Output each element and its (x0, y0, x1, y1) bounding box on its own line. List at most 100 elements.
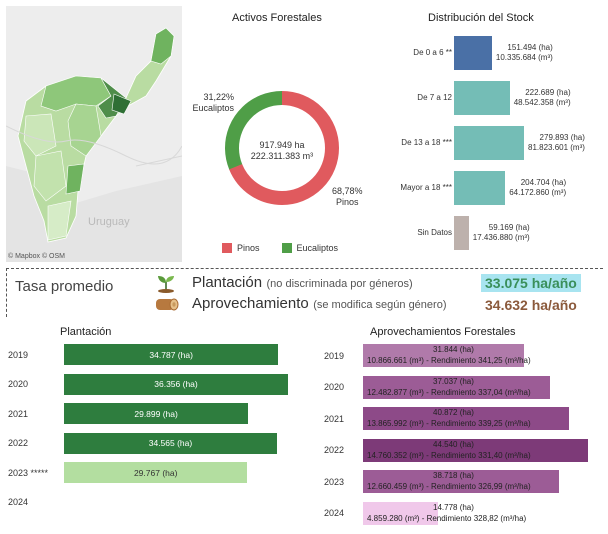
activos-title: Activos Forestales (232, 12, 322, 24)
aprov-bar-ha-label: 40.872 (ha) (433, 408, 474, 417)
plantacion-bar-label: 34.787 (ha) (149, 349, 193, 360)
aprov-bar[interactable] (363, 407, 570, 430)
aprov-bar-detail-label: 12.660.459 (m³) - Rendimiento 326,99 (m³… (367, 482, 531, 491)
aprov-bar-ha-label: 31.844 (ha) (433, 345, 474, 354)
stock-value-m3: 48.542.358 (m³) (513, 98, 571, 107)
aprov-bar-ha-label: 38.718 (ha) (433, 471, 474, 480)
stock-value-ha: 59.169 (ha) (488, 223, 530, 232)
plantacion-chart: 2019 34.787 (ha) 2020 36.356 (ha) 2021 29.899… (0, 344, 300, 526)
stock-value-ha: 222.689 (ha) (525, 88, 571, 97)
stock-value-m3: 10.335.684 (m³) (495, 53, 553, 62)
map-canvas (6, 6, 182, 262)
stock-value-label: 204.704 (ha) 64.172.860 (m³) (509, 178, 566, 198)
aprov-bar-ha-label: 44.540 (ha) (433, 439, 474, 449)
stock-bar[interactable] (454, 36, 492, 70)
tasa-plantacion-label: Plantación (192, 274, 263, 291)
stock-value-ha: 279.893 (ha) (539, 133, 585, 142)
aprov-bar-ha-label: 37.037 (ha) (433, 376, 474, 386)
aprov-bar-detail-label: 14.760.352 (m³) - Rendimiento 331,40 (m³… (367, 450, 531, 460)
aprov-bar-detail-label: 4.859.280 (m³) - Rendimiento 328,82 (m³/… (367, 513, 527, 523)
stock-category-label: De 7 a 12 (417, 93, 452, 102)
map-country-label: Uruguay (88, 216, 130, 228)
pinos-name: Pinos (336, 197, 359, 207)
plantacion-bar[interactable] (64, 432, 277, 454)
log-icon (156, 298, 179, 311)
aprov-year-label: 2021 (324, 413, 345, 424)
aprov-year-label: 2019 (324, 350, 345, 361)
plantacion-bar-label: 36.356 (ha) (154, 379, 198, 389)
legend-swatch-eucaliptos (281, 243, 292, 253)
tasa-aprov-note: (se modifica según género) (313, 299, 447, 311)
plantacion-bar-label: 29.767 (ha) (133, 467, 178, 478)
legend-eucaliptos[interactable]: Eucaliptos (281, 243, 338, 253)
tasa-plantacion-row: Plantación (no discriminada por géneros) (192, 274, 413, 292)
donut-center-ha: 917.949 ha (259, 140, 305, 150)
aprov-year-label: 2020 (324, 382, 345, 392)
stock-bar[interactable] (454, 81, 510, 115)
stock-title: Distribución del Stock (428, 12, 534, 24)
stock-value-m3: 81.823.601 (m³) (528, 143, 585, 152)
legend-swatch-pinos (222, 243, 232, 253)
aprov-bar[interactable] (363, 375, 551, 399)
donut-center-text: 917.949 ha 222.311.383 m³ (244, 140, 320, 162)
stock-category-label: Sin Datos (417, 228, 452, 237)
stock-value-ha: 204.704 (ha) (520, 178, 567, 187)
eucaliptos-name: Eucaliptos (192, 103, 234, 113)
stock-value-m3: 17.436.880 (m³) (472, 233, 530, 242)
tasa-plantacion-note: (no discriminada por géneros) (266, 278, 413, 290)
aprov-chart: 2019 31.844 (ha) 10.866.661 (m³) - Rendimi… (318, 344, 606, 526)
tasa-aprov-label: Aprovechamiento (192, 295, 309, 312)
stock-category-label: De 0 a 6 ** (413, 48, 452, 57)
aprov-bar[interactable] (363, 344, 524, 367)
pinos-pct: 68,78% (332, 186, 363, 196)
aprov-bar-detail-label: 10.866.661 (m³) - Rendimiento 341,25 (m³… (367, 356, 531, 365)
stock-value-label: 59.169 (ha) 17.436.880 (m³) (473, 223, 530, 243)
map-credit[interactable]: © Mapbox © OSM (8, 253, 65, 260)
stock-value-ha: 151.494 (ha) (507, 43, 553, 52)
plantacion-bar[interactable] (64, 344, 279, 365)
plantacion-bar-label: 34.565 (ha) (148, 438, 193, 448)
plantacion-bar-label: 29.899 (ha) (134, 408, 178, 419)
stock-value-m3: 64.172.860 (m³) (509, 188, 567, 197)
stock-bar[interactable] (454, 216, 469, 250)
stock-chart: De 0 a 6 ** 151.494 (ha) 10.335.684 (m³) De… (362, 36, 602, 264)
stock-value-label: 222.689 (ha) 48.542.358 (m³) (514, 88, 571, 108)
aprov-bar-ha-label: 14.778 (ha) (433, 502, 474, 512)
eucaliptos-pct: 31,22% (203, 92, 234, 102)
plantacion-bar[interactable] (64, 403, 249, 424)
plantacion-year-label: 2022 (8, 438, 29, 448)
plantacion-year-label: 2021 (8, 408, 29, 419)
aprov-bar-detail-label: 13.865.992 (m³) - Rendimiento 339,25 (m³… (367, 419, 531, 428)
aprov-bar[interactable] (363, 501, 438, 525)
donut-slice-pinos[interactable] (225, 91, 339, 205)
stock-bar[interactable] (454, 171, 506, 205)
aprov-title: Aprovechamientos Forestales (370, 326, 516, 338)
aprov-bar[interactable] (363, 470, 559, 493)
aprov-bar-detail-label: 12.482.877 (m³) - Rendimiento 337,04 (m³… (367, 387, 531, 397)
aprov-year-label: 2023 (324, 476, 345, 487)
legend-pinos[interactable]: Pinos (222, 243, 260, 253)
stock-category-label: Mayor a 18 *** (400, 183, 452, 192)
plantacion-bar[interactable] (64, 462, 248, 483)
forest-map[interactable]: Uruguay © Mapbox © OSM (6, 6, 182, 262)
tasa-aprov-value: 34.632 ha/año (485, 297, 577, 313)
plantacion-bar[interactable] (64, 373, 288, 395)
stock-value-label: 279.893 (ha) 81.823.601 (m³) (528, 133, 585, 153)
legend-pinos-label: Pinos (237, 243, 260, 253)
tasa-title: Tasa promedio (15, 278, 114, 295)
activos-donut[interactable] (222, 88, 342, 208)
plantacion-year-label: 2019 (8, 349, 29, 360)
plantacion-title: Plantación (60, 326, 112, 338)
tasa-plantacion-value: 33.075 ha/año (481, 274, 581, 292)
activos-legend: Pinos Eucaliptos (222, 243, 338, 253)
stock-bar[interactable] (454, 126, 524, 160)
tasa-aprov-row: Aprovechamiento (se modifica según géner… (192, 295, 446, 313)
plantacion-year-label: 2024 (8, 497, 29, 507)
plantacion-year-label: 2020 (8, 379, 29, 389)
tasa-promedio-panel: Tasa promedio Plantación (no discriminad… (6, 268, 603, 317)
eucaliptos-slice-label: 31,22% Eucaliptos (190, 92, 234, 114)
stock-value-label: 151.494 (ha) 10.335.684 (m³) (496, 43, 553, 63)
donut-center-m3: 222.311.383 m³ (250, 151, 314, 161)
aprov-year-label: 2022 (324, 445, 345, 455)
aprov-bar[interactable] (363, 438, 588, 462)
